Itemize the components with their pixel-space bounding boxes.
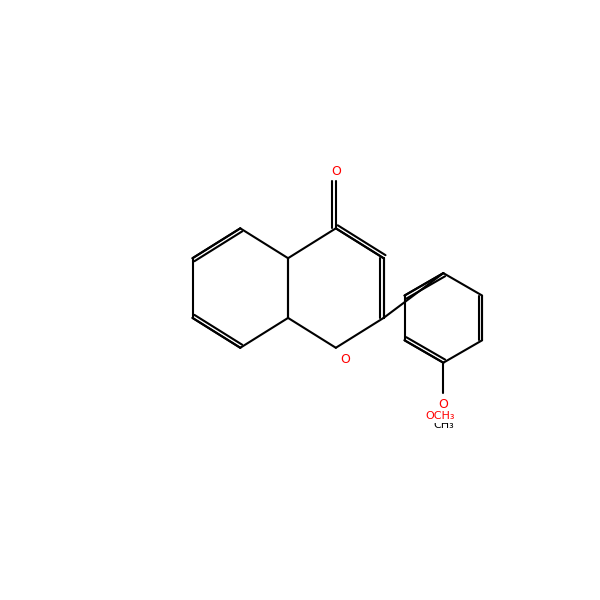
Text: O: O bbox=[439, 398, 448, 411]
Text: CH₃: CH₃ bbox=[433, 421, 454, 430]
Text: OCH₃: OCH₃ bbox=[425, 412, 455, 421]
Text: O: O bbox=[331, 165, 341, 178]
Text: O: O bbox=[340, 353, 350, 366]
